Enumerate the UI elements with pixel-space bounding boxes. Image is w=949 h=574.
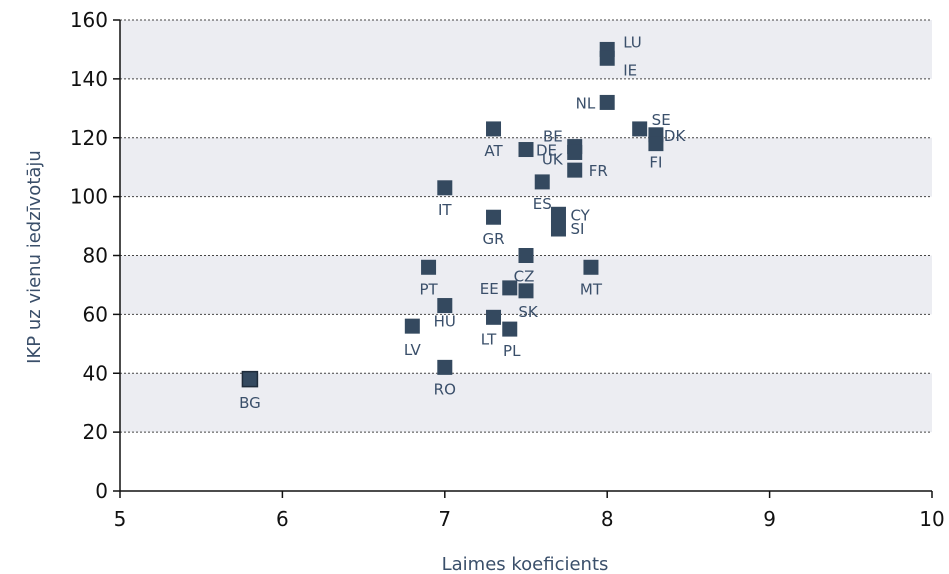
point-marker (632, 121, 648, 137)
point-label: IT (438, 201, 452, 219)
y-tick-label: 80 (83, 244, 108, 268)
point-marker (599, 50, 615, 66)
data-point-si: SI (550, 220, 584, 238)
grid-bands (120, 20, 932, 433)
point-marker (567, 144, 583, 160)
point-marker (550, 206, 566, 222)
data-point-fr: FR (567, 162, 608, 180)
x-tick-label: 8 (601, 507, 614, 531)
point-marker (502, 280, 518, 296)
data-point-bg: BG (239, 370, 261, 412)
data-point-lt: LT (481, 309, 502, 348)
point-marker (567, 162, 583, 178)
point-label: LV (404, 341, 422, 359)
data-point-mt: MT (580, 259, 603, 298)
data-point-pl: PL (502, 321, 521, 360)
data-point-sk: SK (518, 283, 539, 321)
point-marker (437, 359, 453, 375)
data-point-pt: PT (419, 259, 438, 298)
point-label: AT (484, 142, 503, 160)
point-label: LU (623, 33, 642, 51)
x-tick-label: 6 (276, 507, 289, 531)
grid-lines (120, 19, 932, 433)
point-label: IE (623, 61, 637, 79)
data-point-lv: LV (404, 318, 422, 359)
data-point-cy: CY (550, 206, 591, 224)
x-tick-labels: 5 6 7 8 9 10 (114, 491, 945, 531)
point-label: BG (239, 394, 261, 412)
data-point-hu: HU (434, 298, 456, 331)
point-label: HU (434, 313, 456, 331)
point-marker (486, 121, 502, 137)
point-label: FR (589, 162, 608, 180)
point-marker (518, 283, 534, 299)
data-point-es: ES (533, 174, 552, 213)
point-label: SE (652, 111, 671, 129)
data-point-it: IT (437, 180, 452, 219)
point-label: NL (576, 94, 596, 112)
point-label: GR (482, 230, 504, 248)
point-label: BE (543, 128, 563, 146)
point-label: DE (536, 142, 557, 160)
data-point-ie: IE (599, 50, 637, 79)
data-point-gr: GR (482, 209, 505, 248)
data-point-ro: RO (434, 359, 456, 398)
data-point-ee: EE (480, 280, 518, 298)
point-marker (502, 321, 518, 337)
point-marker (648, 136, 664, 152)
point-label: CY (570, 206, 590, 224)
y-tick-label: 20 (83, 420, 108, 444)
data-point-se: SE (632, 111, 671, 137)
point-label: FI (649, 154, 662, 172)
point-label: EE (480, 280, 499, 298)
point-label: ES (533, 195, 552, 213)
point-marker (550, 221, 566, 237)
point-marker (421, 259, 437, 275)
data-point-uk: UK (542, 144, 583, 168)
point-label: SK (518, 303, 539, 321)
x-tick-label: 10 (919, 507, 944, 531)
point-marker (241, 370, 259, 388)
y-tick-label: 160 (70, 8, 108, 32)
y-tick-label: 140 (70, 67, 108, 91)
point-marker (583, 259, 599, 275)
y-tick-label: 120 (70, 126, 108, 150)
y-tick-label: 60 (83, 302, 108, 326)
point-label: CZ (514, 268, 535, 286)
point-label: PL (503, 342, 521, 360)
data-point-cz: CZ (514, 248, 535, 286)
grid-band (120, 20, 932, 79)
point-label: DK (664, 127, 687, 145)
point-marker (518, 142, 534, 158)
point-marker (486, 209, 502, 225)
point-marker (486, 309, 502, 325)
point-marker (437, 180, 453, 196)
data-point-fi: FI (648, 136, 664, 172)
point-marker (534, 174, 550, 190)
point-marker (599, 94, 615, 110)
point-label: SI (570, 220, 584, 238)
point-marker (404, 318, 420, 334)
data-point-at: AT (484, 121, 503, 160)
y-tick-label: 100 (70, 185, 108, 209)
x-axis-title: Laimes koeficients (442, 554, 609, 574)
y-tick-label: 40 (83, 361, 108, 385)
point-label: RO (434, 380, 456, 398)
data-point-nl: NL (576, 94, 615, 112)
point-marker (518, 248, 534, 263)
point-label: MT (580, 280, 603, 298)
point-label: PT (419, 280, 438, 298)
x-tick-label: 7 (438, 507, 451, 531)
y-tick-labels: 0 20 40 60 80 100 120 140 160 (70, 8, 120, 503)
point-marker (437, 298, 453, 314)
x-tick-label: 9 (763, 507, 776, 531)
point-label: UK (542, 150, 564, 168)
y-axis-title: IKP uz vienu iedzīvotāju (24, 150, 45, 364)
y-tick-label: 0 (95, 479, 108, 503)
point-label: LT (481, 330, 497, 348)
data-point-de: DE (518, 142, 557, 160)
x-tick-label: 5 (114, 507, 127, 531)
